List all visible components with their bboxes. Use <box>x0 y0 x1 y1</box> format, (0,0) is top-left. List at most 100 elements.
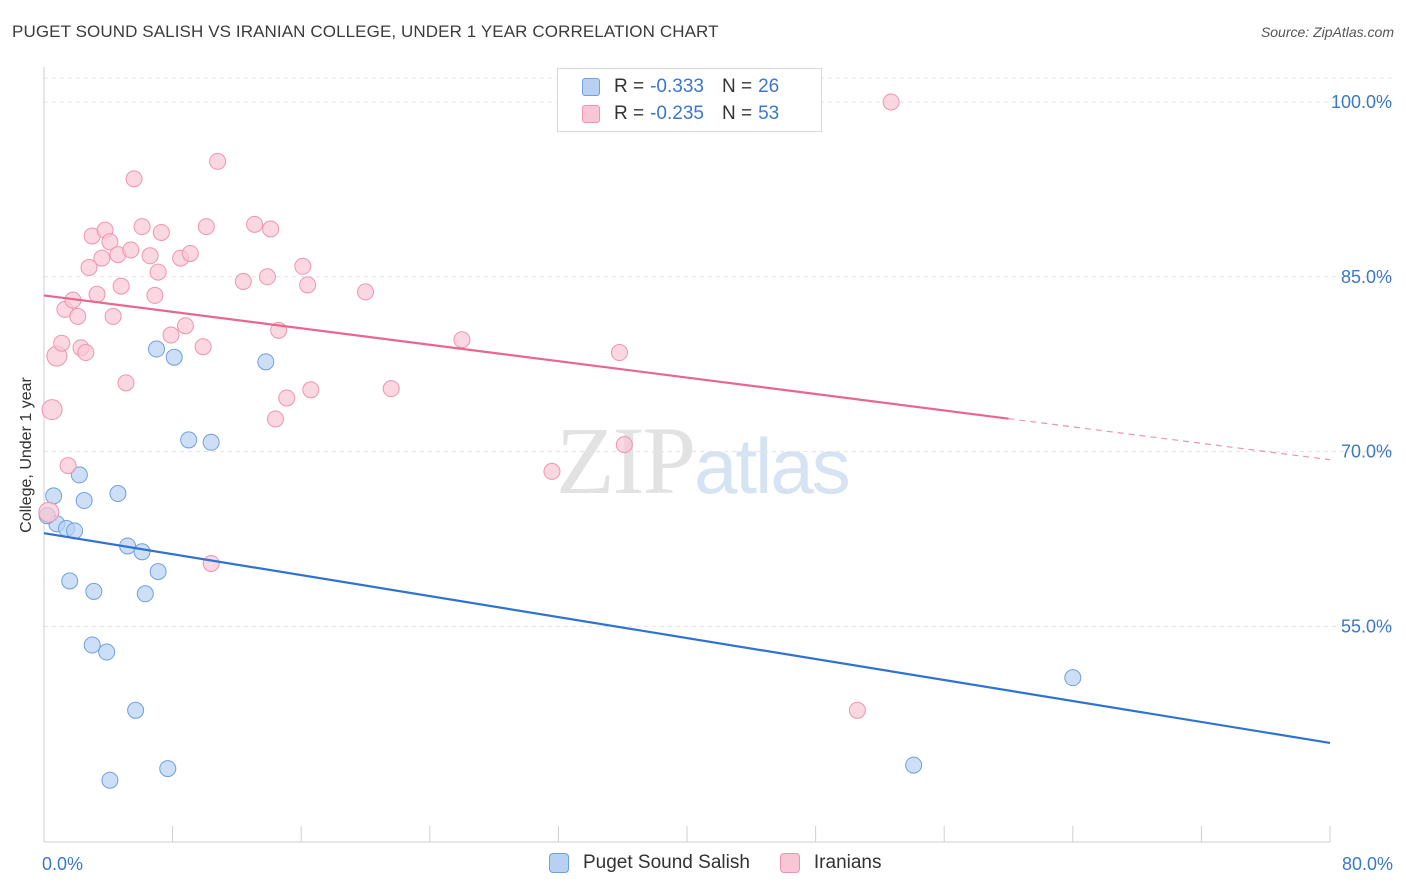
legend-label-salish: Puget Sound Salish <box>583 852 750 873</box>
iranian-point <box>610 344 628 362</box>
salish-point <box>148 340 166 358</box>
iranian-point <box>258 268 276 286</box>
iranian-point <box>194 338 212 356</box>
salish-point <box>180 431 198 449</box>
iranian-point <box>146 286 164 304</box>
salish-point <box>70 466 88 484</box>
iranian-point <box>615 436 633 454</box>
iranian-point <box>453 331 471 349</box>
iranian-point <box>299 276 317 294</box>
salish-point <box>905 756 923 774</box>
legend-r-value: -0.333 <box>650 76 704 97</box>
salish-point <box>257 353 275 371</box>
salish-point <box>101 771 119 789</box>
iranian-point <box>122 241 140 259</box>
legend-r-label: R = <box>614 76 645 97</box>
y-tick-label: 100.0% <box>1331 92 1392 112</box>
chart-title: PUGET SOUND SALISH VS IRANIAN COLLEGE, U… <box>12 22 719 41</box>
legend-r-value: -0.235 <box>650 103 704 124</box>
iranian-point <box>104 307 122 325</box>
legend-item-iranians[interactable]: Iranians <box>779 852 882 874</box>
salish-point <box>109 485 127 503</box>
iranian-point <box>294 257 312 275</box>
y-tick-label: 85.0% <box>1341 267 1392 287</box>
iranian-point <box>117 374 135 392</box>
iranian-point <box>133 218 151 236</box>
legend-n-value: 53 <box>758 103 780 124</box>
iranian-point <box>278 389 296 407</box>
watermark-atlas: atlas <box>694 422 851 510</box>
legend-n-label: N = <box>721 103 753 124</box>
iranian-point <box>112 277 130 295</box>
salish-trend-line <box>43 532 1331 745</box>
legend-swatch-pink <box>779 853 800 873</box>
salish-point <box>98 643 116 661</box>
iranian-point <box>101 233 119 251</box>
iranian-point <box>357 283 374 301</box>
iranian-point <box>382 380 400 398</box>
y-axis-label: College, Under 1 year <box>18 377 35 533</box>
y-tick-label: 55.0% <box>1341 616 1392 636</box>
iranian-point <box>302 381 320 399</box>
iranian-point <box>88 285 106 303</box>
legend-swatch-pink <box>582 105 600 123</box>
iranian-point <box>181 244 199 262</box>
watermark-zip: ZIP <box>556 407 696 514</box>
salish-point <box>85 582 103 600</box>
iranian-point <box>41 399 63 421</box>
legend-swatch-blue <box>549 853 569 873</box>
salish-point <box>61 572 79 590</box>
iranian-point <box>141 247 159 265</box>
iranian-point <box>125 170 143 188</box>
legend-item-puget-sound-salish[interactable]: Puget Sound Salish <box>549 852 750 874</box>
legend-n-label: N = <box>721 76 753 97</box>
iranian-point <box>848 701 866 719</box>
iranian-point <box>77 344 95 362</box>
salish-point <box>149 563 167 581</box>
iranian-point <box>162 326 180 344</box>
salish-point <box>159 760 177 778</box>
correlation-legend: R = -0.333 N = 26 R = -0.235 N = 53 <box>557 68 822 132</box>
legend-label-iranians: Iranians <box>813 852 882 873</box>
salish-point <box>1064 669 1082 687</box>
salish-point <box>202 433 220 451</box>
iranian-point <box>80 258 98 276</box>
legend-r-label: R = <box>614 103 645 124</box>
iranian-point <box>152 223 170 241</box>
iranian-point <box>266 410 284 428</box>
x-tick-label: 80.0% <box>1342 854 1393 874</box>
iranian-point <box>176 317 194 335</box>
iranian-point <box>882 93 900 111</box>
iranian-point <box>53 334 71 352</box>
iranian-trend-extension <box>1008 418 1331 461</box>
iranian-point <box>262 220 280 238</box>
salish-point <box>133 543 151 561</box>
iranian-point <box>59 457 77 475</box>
salish-point <box>127 701 145 719</box>
legend-row-salish: R = -0.333 N = 26 <box>582 75 779 99</box>
y-tick-label: 70.0% <box>1341 442 1392 462</box>
series-legend: Puget Sound Salish Iranians <box>549 852 912 874</box>
iranian-point <box>543 462 561 480</box>
iranian-point <box>246 215 264 233</box>
iranian-point <box>149 263 167 281</box>
salish-point <box>45 487 63 505</box>
salish-point <box>165 348 183 366</box>
legend-swatch-blue <box>582 78 600 96</box>
iranian-point <box>93 249 111 267</box>
iranian-point <box>38 501 60 523</box>
iranian-point <box>202 554 220 572</box>
legend-n-value: 26 <box>758 76 780 97</box>
iranian-trend-line <box>43 294 1009 420</box>
x-tick-label: 0.0% <box>42 854 83 874</box>
iranian-point <box>197 218 215 236</box>
legend-row-iranians: R = -0.235 N = 53 <box>582 102 779 126</box>
salish-point <box>75 492 93 510</box>
source-label: Source: ZipAtlas.com <box>1260 24 1394 40</box>
salish-point <box>83 636 101 654</box>
salish-point <box>136 585 154 603</box>
iranian-point <box>209 152 227 170</box>
watermark: ZIPatlas <box>556 405 851 516</box>
iranian-point <box>69 307 87 325</box>
